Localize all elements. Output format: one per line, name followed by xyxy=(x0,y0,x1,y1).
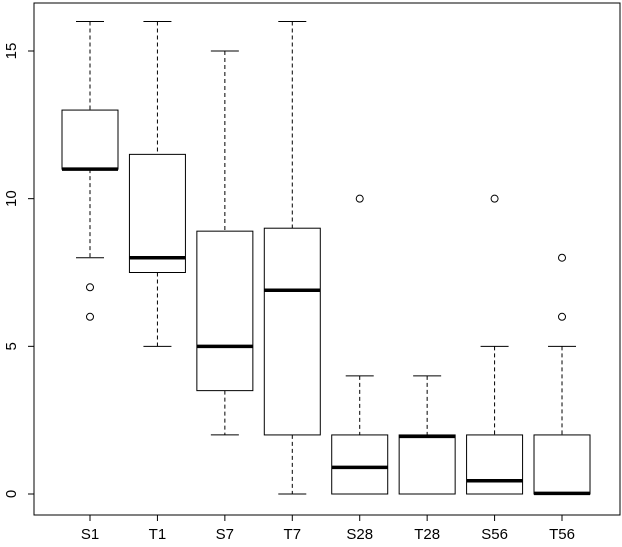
outlier-point xyxy=(86,283,94,292)
outlier-point xyxy=(86,312,94,321)
x-tick-label-s7: S7 xyxy=(216,526,234,543)
outlier-point xyxy=(355,194,364,203)
outlier-point xyxy=(558,312,567,321)
outlier-point xyxy=(490,194,499,203)
box-iqr xyxy=(331,434,389,495)
box-iqr xyxy=(398,434,456,495)
box-iqr xyxy=(533,434,591,495)
box-iqr xyxy=(263,227,321,436)
box-group-t1 xyxy=(128,20,186,347)
box-iqr xyxy=(196,230,254,392)
x-tick-label-t1: T1 xyxy=(149,526,167,543)
box-group-t7 xyxy=(263,20,321,495)
box-group-s56 xyxy=(466,194,524,495)
y-tick-label: 15 xyxy=(3,43,20,60)
plot-frame xyxy=(33,2,621,516)
y-tick-label: 0 xyxy=(3,490,20,498)
y-tick-label: 5 xyxy=(3,342,20,350)
outlier-point xyxy=(558,253,567,262)
x-axis: S1 T1 S7 T7 S28 T28 S56 T56 xyxy=(81,514,575,543)
box-group-s7 xyxy=(196,50,254,436)
boxes-layer xyxy=(61,20,591,496)
y-tick-label: 10 xyxy=(3,190,20,207)
x-tick-label-s1: S1 xyxy=(81,526,99,543)
box-group-t56 xyxy=(533,253,591,496)
box-group-t28 xyxy=(398,375,456,495)
box-iqr xyxy=(466,434,524,495)
box-group-s1 xyxy=(61,20,119,321)
y-axis: 0 5 10 15 xyxy=(3,43,35,498)
box-iqr xyxy=(61,109,119,170)
x-tick-label-s56: S56 xyxy=(481,526,508,543)
x-tick-label-t56: T56 xyxy=(549,526,575,543)
x-tick-label-t28: T28 xyxy=(414,526,440,543)
box-iqr xyxy=(128,153,186,273)
x-tick-label-s28: S28 xyxy=(346,526,373,543)
x-tick-label-t7: T7 xyxy=(284,526,302,543)
box-group-s28 xyxy=(331,194,389,495)
